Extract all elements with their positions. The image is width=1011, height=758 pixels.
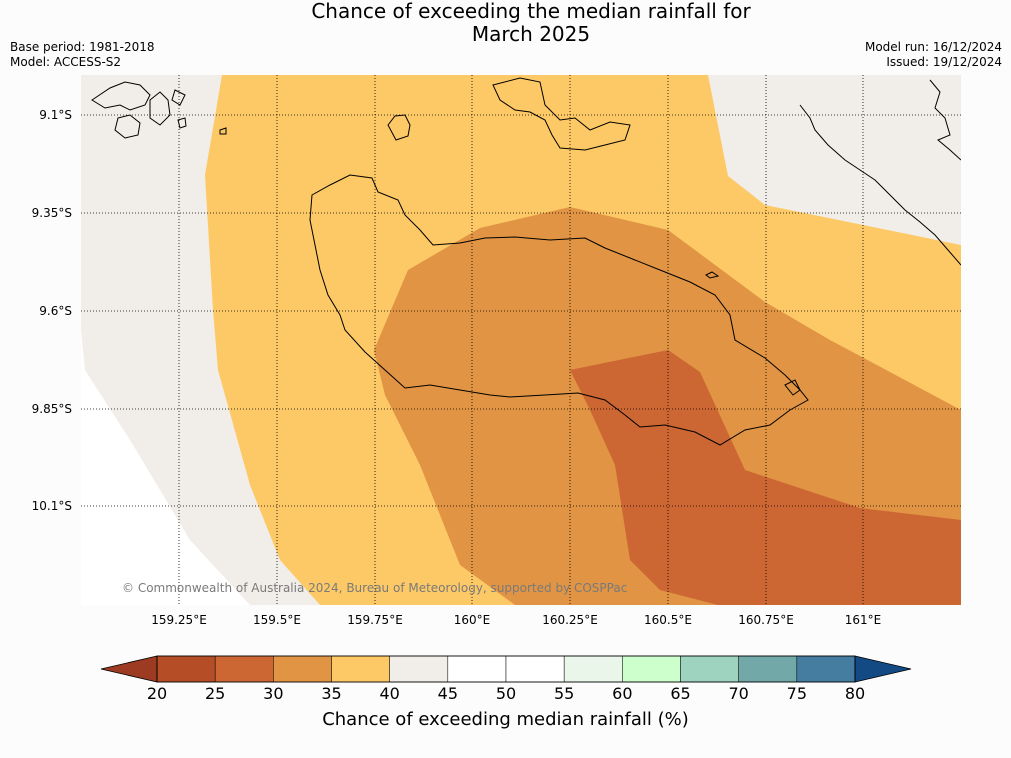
lat-label-10-1: 10.1°S — [31, 499, 72, 513]
colorbar-swatch-40 — [389, 655, 449, 683]
land-ne-islands — [929, 79, 961, 161]
model-label: Model: ACCESS-S2 — [10, 55, 122, 69]
colorbar-under-arrow — [100, 655, 158, 683]
chart-title: Chance of exceeding the median rainfall … — [0, 0, 1011, 46]
land-malaita-coast — [799, 104, 961, 266]
colorbar-swatch-75 — [796, 655, 856, 683]
zone-25-30 — [570, 350, 961, 605]
lat-label-9-35: 9.35°S — [31, 206, 72, 220]
title-line-1: Chance of exceeding the median rainfall … — [311, 0, 751, 23]
colorbar-tick-35: 35 — [321, 684, 342, 703]
colorbar-tick-30: 30 — [263, 684, 284, 703]
land-florida-islands — [387, 77, 720, 279]
colorbar-tick-60: 60 — [612, 684, 633, 703]
colorbar-swatch-55 — [563, 655, 623, 683]
lon-label-159-75: 159.75°E — [347, 613, 403, 627]
lat-label-9-6: 9.6°S — [39, 304, 72, 318]
land-se-point-islets — [784, 379, 801, 396]
colorbar-over-arrow — [854, 655, 912, 683]
lon-label-159-5: 159.5°E — [253, 613, 301, 627]
colorbar-tick-80: 80 — [844, 684, 866, 703]
colorbar-swatch-65 — [680, 655, 739, 683]
colorbar-tick-50: 50 — [495, 684, 517, 703]
colorbar-tick-45: 45 — [437, 684, 458, 703]
colorbar-tick-20: 20 — [146, 684, 168, 703]
issued-label: Issued: 19/12/2024 — [886, 55, 1002, 69]
colorbar-label: Chance of exceeding median rainfall (%) — [322, 709, 689, 730]
colorbar-swatch-20 — [156, 655, 216, 683]
lon-label-159-25: 159.25°E — [151, 613, 207, 627]
colorbar-tick-65: 65 — [670, 684, 691, 703]
colorbar-swatches — [156, 655, 856, 683]
colorbar-tick-40: 40 — [379, 684, 400, 703]
colorbar-frame — [156, 655, 856, 683]
lon-label-161: 161°E — [844, 613, 882, 627]
colorbar-tick-75: 75 — [786, 684, 807, 703]
land-guadalcanal — [309, 174, 809, 446]
colorbar-swatch-25 — [214, 655, 274, 683]
lon-label-160: 160°E — [453, 613, 491, 627]
copyright-notice: © Commonwealth of Australia 2024, Bureau… — [122, 581, 628, 595]
colorbar-swatch-45 — [447, 655, 507, 683]
title-line-2: March 2025 — [471, 22, 591, 46]
colorbar-tick-55: 55 — [553, 684, 575, 703]
colorbar-swatch-30 — [273, 655, 332, 683]
base-period-label: Base period: 1981-2018 — [10, 40, 155, 54]
colorbar-swatch-70 — [738, 655, 798, 683]
meta-left: Base period: 1981-2018 Model: ACCESS-S2 — [10, 40, 155, 70]
colorbar-swatch-60 — [622, 655, 681, 683]
colorbar — [100, 655, 912, 683]
graticule — [81, 75, 961, 605]
meta-right: Model run: 16/12/2024 Issued: 19/12/2024 — [865, 40, 1002, 70]
lat-label-9-85: 9.85°S — [31, 402, 72, 416]
colorbar-swatch-50 — [505, 655, 565, 683]
lon-label-160-75: 160.75°E — [738, 613, 794, 627]
model-run-label: Model run: 16/12/2024 — [864, 40, 1002, 54]
colorbar-swatch-35 — [331, 655, 390, 683]
rainfall-map — [81, 75, 961, 605]
lon-label-160-5: 160.5°E — [644, 613, 692, 627]
lon-label-160-25: 160.25°E — [542, 613, 598, 627]
colorbar-tick-25: 25 — [204, 684, 226, 703]
colorbar-tick-70: 70 — [728, 684, 749, 703]
lat-label-9-1: 9.1°S — [39, 108, 72, 122]
